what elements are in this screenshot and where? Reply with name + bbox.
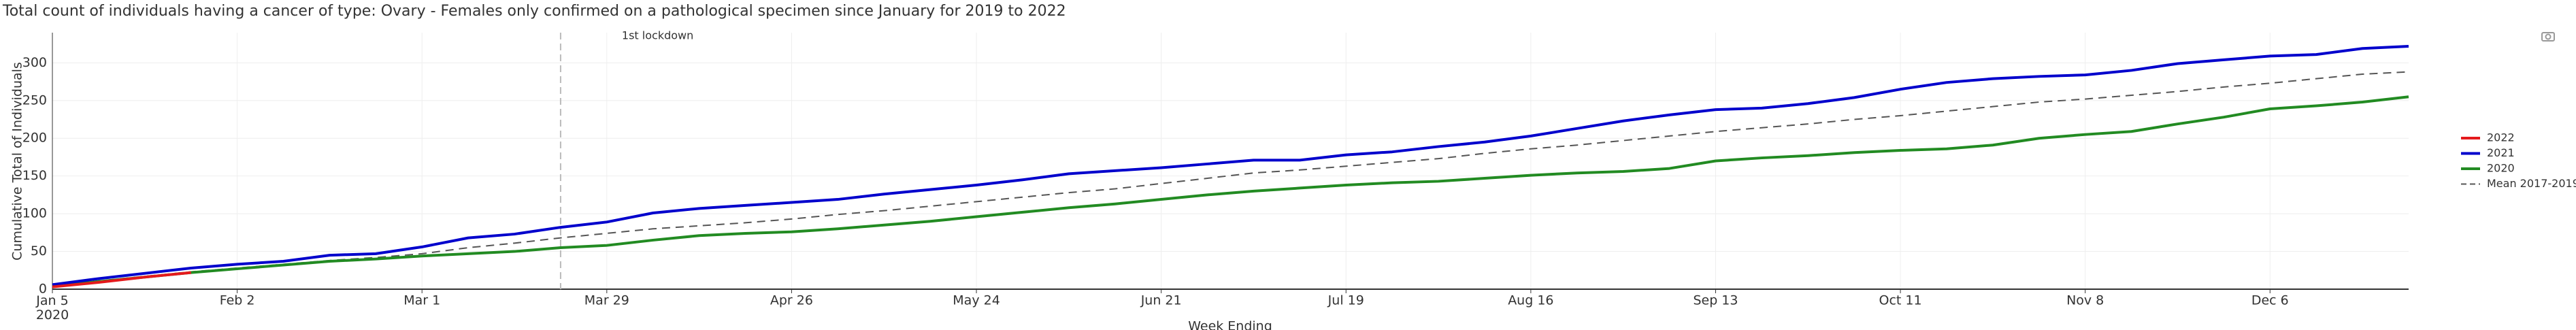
y-tick-label: 100 (22, 206, 47, 221)
legend-label: 2022 (2487, 131, 2515, 144)
x-tick-label: Sep 13 (1693, 293, 1738, 308)
y-tick-label: 50 (31, 244, 47, 259)
x-tick-label: Mar 1 (403, 293, 440, 308)
chart-title: Total count of individuals having a canc… (2, 3, 1066, 20)
x-tick-label: May 24 (953, 293, 1000, 308)
x-tick-label: Mar 29 (584, 293, 629, 308)
y-axis-title: Cumulative Total of Individuals (10, 62, 25, 261)
y-tick-label: 200 (22, 131, 47, 146)
x-tick-label: Oct 11 (1879, 293, 1922, 308)
x-tick-label: Jul 19 (1327, 293, 1364, 308)
y-tick-label: 300 (22, 55, 47, 70)
x-axis-title: Week Ending (1188, 319, 1272, 330)
camera-lens (2545, 33, 2552, 40)
x-tick-label: Aug 16 (1508, 293, 1553, 308)
x-tick-label: Dec 6 (2251, 293, 2289, 308)
annotation-label: 1st lockdown (622, 29, 693, 42)
y-tick-label: 150 (22, 168, 47, 183)
x-tick-label: Apr 26 (770, 293, 813, 308)
series-line (52, 71, 2409, 286)
x-tick-label-line: Jan 5 (35, 293, 68, 308)
camera-icon[interactable] (2541, 32, 2555, 42)
y-tick-label: 0 (39, 282, 47, 297)
camera-body (2541, 32, 2555, 42)
legend-label: Mean 2017-2019 (2487, 177, 2576, 190)
x-tick-label-line: 2020 (36, 308, 69, 323)
x-tick-label: Feb 2 (220, 293, 255, 308)
series-line (52, 95, 2409, 288)
y-tick-label: 250 (22, 93, 47, 108)
series-line (52, 271, 191, 288)
legend-label: 2020 (2487, 162, 2515, 175)
series-line (52, 44, 2409, 286)
x-tick-label: Jan 5 2020 (35, 293, 69, 323)
x-tick-label: Jun 21 (1140, 293, 1182, 308)
legend-label: 2021 (2487, 146, 2515, 159)
x-tick-label: Nov 8 (2066, 293, 2104, 308)
